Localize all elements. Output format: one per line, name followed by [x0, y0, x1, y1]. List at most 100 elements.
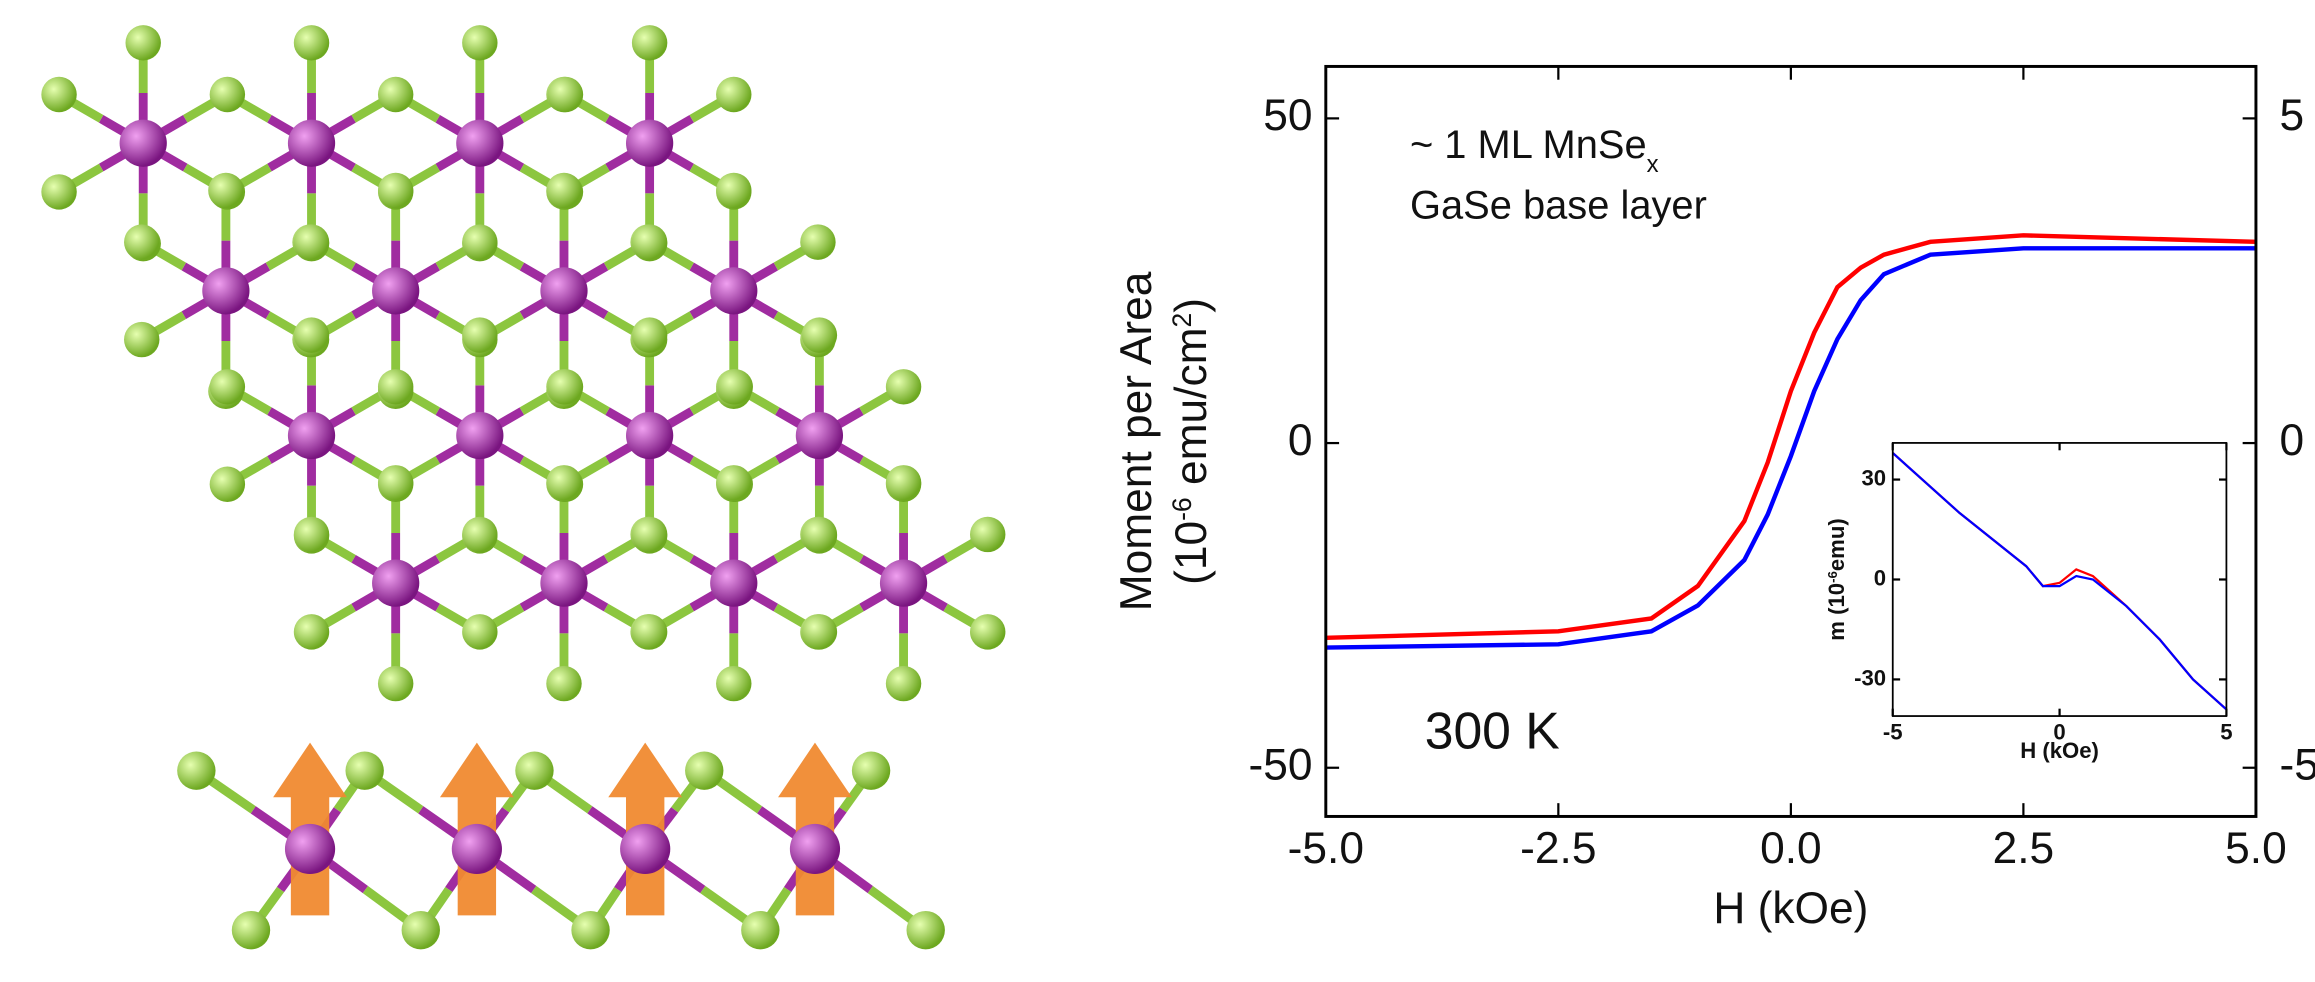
y-axis-label-part: -6 [1825, 571, 1840, 583]
mn-atom [540, 267, 587, 314]
mn-atom [626, 412, 673, 459]
se-atom [345, 751, 383, 789]
se-atom [210, 77, 245, 112]
y-axis-label-part: m (10 [1824, 583, 1849, 641]
y-axis-label: m (10-6emu) [1824, 518, 1849, 640]
mn-atom [456, 412, 503, 459]
annotation-part: GaSe base layer [1410, 184, 1707, 228]
crystal-structure [41, 25, 1005, 949]
se-atom [125, 25, 160, 60]
se-atom [378, 369, 413, 404]
se-atom [886, 666, 921, 701]
se-atom [802, 517, 837, 552]
x-axis-label: H (kOe) [2020, 738, 2099, 763]
se-atom [210, 369, 245, 404]
se-atom [632, 614, 667, 649]
annotation: 300 K [1425, 702, 1560, 760]
se-atom [294, 224, 329, 259]
se-atom [41, 174, 76, 209]
se-atom [124, 224, 159, 259]
mn-atom [452, 824, 502, 874]
mn-atom [288, 412, 335, 459]
se-atom [124, 322, 159, 357]
se-atom [378, 666, 413, 701]
mn-atom [120, 120, 167, 167]
y-tick-label: -50 [1249, 740, 1313, 789]
se-atom [716, 666, 751, 701]
mn-atom [285, 824, 335, 874]
se-atom [294, 614, 329, 649]
mn-atom [796, 412, 843, 459]
y2-tick-label: 5 [2280, 91, 2305, 140]
se-atom [378, 77, 413, 112]
annotation: GaSe base layer [1410, 184, 1707, 228]
y-tick-label: 50 [1263, 91, 1312, 140]
se-atom [177, 751, 215, 789]
y2-tick-label: -5 [2280, 740, 2315, 789]
figure: -5.0-2.50.02.55.0-50050-505H (kOe)Moment… [0, 0, 2315, 982]
se-atom [548, 77, 583, 112]
se-atom [685, 751, 723, 789]
se-atom [907, 911, 945, 949]
se-atom [970, 614, 1005, 649]
se-atom [802, 614, 837, 649]
y-axis-label-part: emu) [1824, 518, 1849, 571]
y-axis-label-part: Moment per Area [1112, 271, 1161, 611]
se-atom [852, 751, 890, 789]
se-atom [546, 666, 581, 701]
se-atom [632, 224, 667, 259]
y-axis-label-part: 2 [1167, 313, 1197, 328]
y-tick-label: 0 [1874, 565, 1886, 590]
se-atom [802, 317, 837, 352]
se-atom [294, 317, 329, 352]
se-atom [546, 173, 581, 208]
y-axis-label: (10-6 emu/cm2) [1167, 298, 1216, 585]
mn-atom [202, 267, 249, 314]
y-axis-label-part: (10 [1167, 521, 1216, 585]
se-atom [716, 465, 751, 500]
mn-atom [540, 560, 587, 607]
mn-atom [790, 824, 840, 874]
annotation: ~ 1 ML MnSex [1410, 123, 1659, 178]
se-atom [632, 25, 667, 60]
y-tick-label: 0 [1288, 416, 1313, 465]
se-atom [970, 517, 1005, 552]
se-atom [548, 369, 583, 404]
x-tick-label: 2.5 [1993, 824, 2055, 873]
x-tick-label: -5.0 [1288, 824, 1364, 873]
annotation-part: 300 K [1425, 702, 1560, 760]
se-atom [462, 224, 497, 259]
mn-atom [626, 120, 673, 167]
se-atom [718, 369, 753, 404]
mn-atom [288, 120, 335, 167]
se-atom [462, 25, 497, 60]
se-atom [210, 467, 245, 502]
se-atom [571, 911, 609, 949]
se-atom [800, 224, 835, 259]
se-atom [886, 369, 921, 404]
x-axis-label: H (kOe) [1713, 884, 1868, 933]
se-atom [232, 911, 270, 949]
y-axis-label-part: ) [1167, 298, 1216, 313]
inset-background [1893, 443, 2227, 716]
se-atom [462, 614, 497, 649]
y-tick-label: -30 [1854, 665, 1886, 690]
se-atom [462, 317, 497, 352]
mn-atom [372, 560, 419, 607]
se-atom [546, 465, 581, 500]
mn-atom [880, 560, 927, 607]
x-tick-label: 0.0 [1760, 824, 1822, 873]
se-atom [632, 317, 667, 352]
mn-atom [620, 824, 670, 874]
se-atom [294, 517, 329, 552]
x-tick-label: 5 [2220, 719, 2232, 744]
x-tick-label: -2.5 [1520, 824, 1596, 873]
se-atom [378, 465, 413, 500]
se-atom [632, 517, 667, 552]
se-atom [41, 77, 76, 112]
annotation-part: ~ 1 ML MnSe [1410, 123, 1647, 167]
y-tick-label: 30 [1861, 465, 1886, 490]
mn-atom [710, 560, 757, 607]
se-atom [716, 77, 751, 112]
